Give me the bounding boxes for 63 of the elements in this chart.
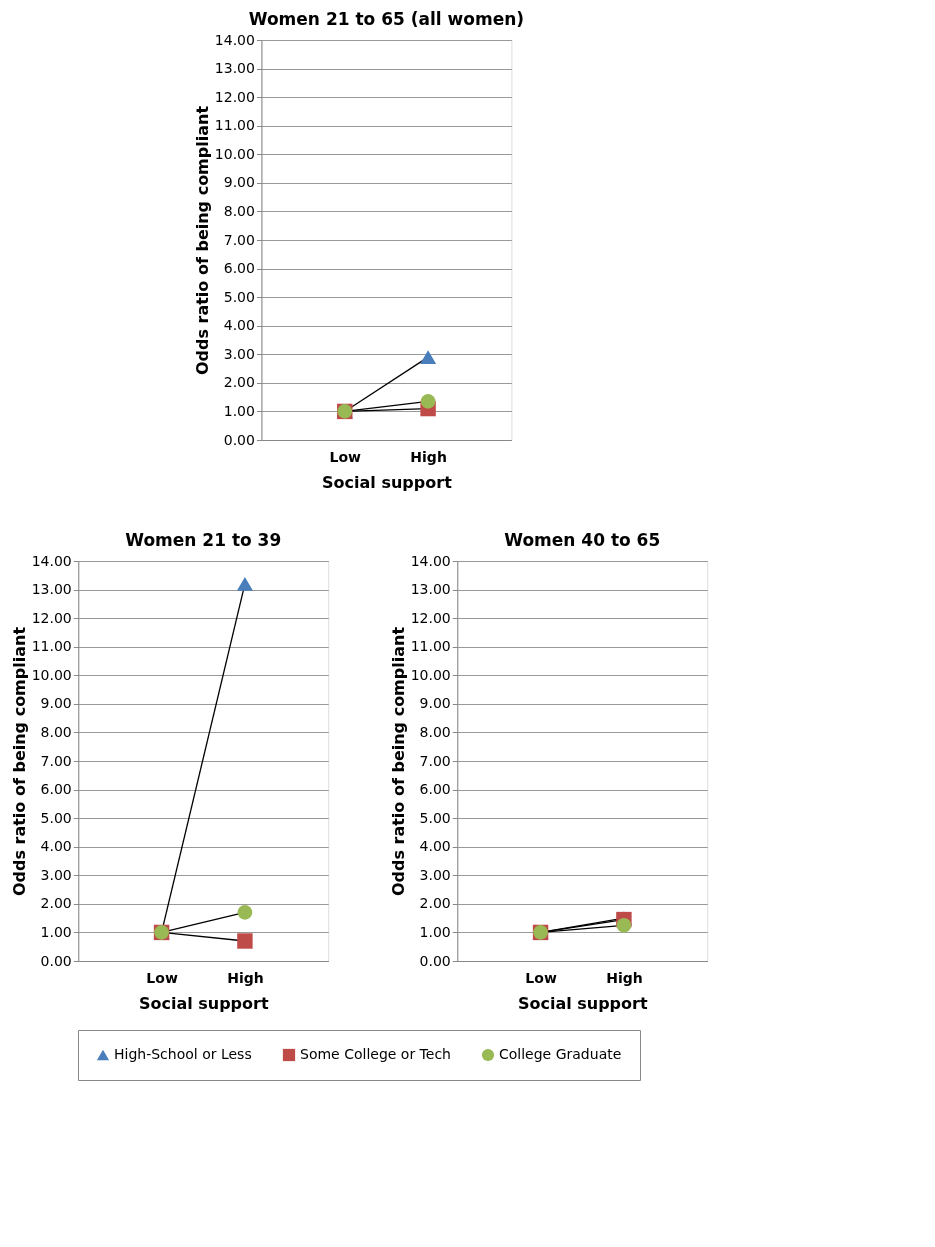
y-tick-label: 10.00	[31, 666, 72, 683]
y-tick-label: 2.00	[223, 374, 255, 391]
y-tick-label: 10.00	[214, 145, 255, 162]
y-tick-label: 5.00	[223, 288, 255, 305]
y-tick-label: 13.00	[410, 581, 451, 598]
y-tick-label: 14.00	[410, 552, 451, 569]
y-axis-title: Odds ratio of being compliant	[9, 626, 29, 897]
y-tick-label: 0.00	[223, 431, 255, 448]
y-tick-label: 12.00	[31, 609, 72, 626]
y-tick-label: 8.00	[40, 723, 72, 740]
x-tick-label: Low	[146, 969, 178, 986]
y-axis-title: Odds ratio of being compliant	[192, 105, 212, 376]
legend-label: College Graduate	[499, 1046, 622, 1062]
y-tick-label: 8.00	[223, 202, 255, 219]
y-tick-label: 4.00	[419, 838, 451, 855]
y-tick-label: 2.00	[40, 895, 72, 912]
y-tick-label: 1.00	[223, 402, 255, 419]
y-tick-label: 6.00	[223, 260, 255, 277]
y-tick-label: 7.00	[40, 752, 72, 769]
y-tick-label: 7.00	[223, 231, 255, 248]
x-tick-label: Low	[525, 969, 557, 986]
y-tick-label: 1.00	[40, 923, 72, 940]
y-tick-label: 9.00	[40, 695, 72, 712]
y-tick-label: 10.00	[410, 666, 451, 683]
y-tick-label: 5.00	[419, 809, 451, 826]
y-tick-label: 12.00	[214, 88, 255, 105]
y-tick-label: 7.00	[419, 752, 451, 769]
y-tick-label: 11.00	[214, 117, 255, 134]
y-tick-label: 6.00	[40, 781, 72, 798]
y-tick-label: 13.00	[31, 581, 72, 598]
y-tick-label: 8.00	[419, 723, 451, 740]
y-tick-label: 6.00	[419, 781, 451, 798]
y-axis-title: Odds ratio of being compliant	[388, 626, 408, 897]
chart-title: Women 21 to 65 (all women)	[248, 9, 525, 29]
chart-title: Women 21 to 39	[125, 530, 282, 550]
y-tick-label: 11.00	[31, 638, 72, 655]
legend-label: Some College or Tech	[300, 1046, 451, 1062]
x-axis-title: Social support	[138, 993, 269, 1013]
y-tick-label: 14.00	[214, 31, 255, 48]
y-tick-label: 0.00	[40, 952, 72, 969]
y-tick-label: 3.00	[223, 345, 255, 362]
x-tick-label: High	[606, 969, 643, 986]
x-axis-title: Social support	[322, 472, 453, 492]
y-tick-label: 1.00	[419, 923, 451, 940]
x-tick-label: High	[227, 969, 264, 986]
legend-label: High-School or Less	[114, 1046, 252, 1062]
y-tick-label: 4.00	[40, 838, 72, 855]
x-tick-label: High	[410, 448, 447, 465]
y-tick-label: 3.00	[40, 866, 72, 883]
y-tick-label: 11.00	[410, 638, 451, 655]
x-tick-label: Low	[329, 448, 362, 465]
x-axis-title: Social support	[517, 993, 648, 1013]
y-tick-label: 0.00	[419, 952, 451, 969]
y-tick-label: 13.00	[214, 60, 255, 77]
y-tick-label: 12.00	[410, 609, 451, 626]
y-tick-label: 5.00	[40, 809, 72, 826]
chart-title: Women 40 to 65	[504, 530, 661, 550]
y-tick-label: 3.00	[419, 866, 451, 883]
y-tick-label: 9.00	[419, 695, 451, 712]
y-tick-label: 4.00	[223, 317, 255, 334]
y-tick-label: 2.00	[419, 895, 451, 912]
y-tick-label: 9.00	[223, 174, 255, 191]
y-tick-label: 14.00	[31, 552, 72, 569]
